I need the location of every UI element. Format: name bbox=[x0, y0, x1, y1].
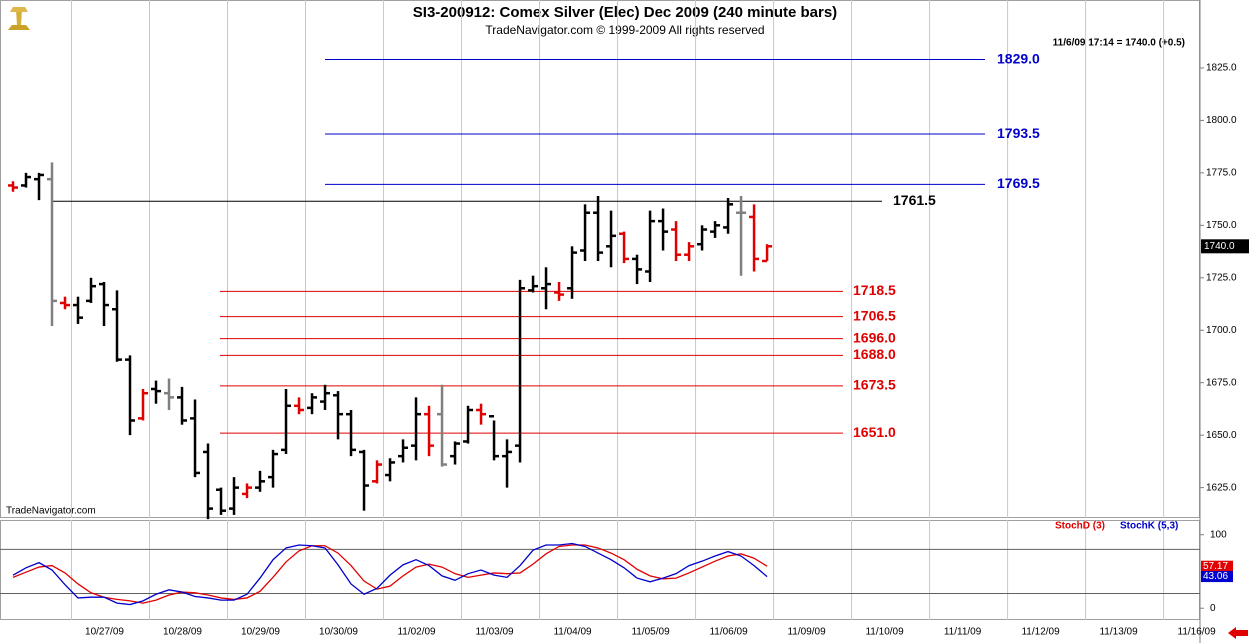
chart-subtitle: TradeNavigator.com © 1999-2009 All right… bbox=[485, 23, 764, 37]
logo bbox=[8, 7, 30, 30]
y-tick-label: 1725.0 bbox=[1206, 272, 1237, 283]
x-tick-label: 10/28/09 bbox=[163, 627, 202, 638]
level-label: 1688.0 bbox=[853, 346, 896, 362]
scroll-arrow[interactable] bbox=[1228, 627, 1248, 639]
y-tick-label: 1800.0 bbox=[1206, 115, 1237, 126]
level-label: 1718.5 bbox=[853, 282, 896, 298]
level-label: 1673.5 bbox=[853, 377, 896, 393]
level-label: 1793.5 bbox=[997, 125, 1040, 141]
x-tick-label: 11/05/09 bbox=[631, 627, 670, 638]
legend-entry: StochK (5,3) bbox=[1120, 521, 1178, 532]
x-tick-label: 11/13/09 bbox=[1099, 627, 1138, 638]
x-tick-label: 11/09/09 bbox=[787, 627, 826, 638]
x-tick-label: 11/04/09 bbox=[553, 627, 592, 638]
y-tick-label: 0 bbox=[1210, 603, 1216, 614]
x-tick-label: 11/06/09 bbox=[709, 627, 748, 638]
x-tick-label: 11/11/09 bbox=[944, 627, 982, 638]
last-value-box bbox=[1201, 560, 1233, 572]
level-label: 1651.0 bbox=[853, 424, 896, 440]
level-label: 1761.5 bbox=[893, 192, 936, 208]
x-tick-label: 11/16/09 bbox=[1178, 627, 1217, 638]
y-tick-label: 1675.0 bbox=[1206, 377, 1237, 388]
watermark: TradeNavigator.com bbox=[6, 506, 96, 517]
legend-entry: StochD (3) bbox=[1055, 521, 1105, 532]
x-tick-label: 11/10/09 bbox=[865, 627, 904, 638]
x-tick-label: 11/12/09 bbox=[1021, 627, 1060, 638]
last-price-label: 1740.0 bbox=[1204, 241, 1235, 252]
quote-annotation: 11/6/09 17:14 = 1740.0 (+0.5) bbox=[1053, 38, 1185, 49]
last-value-box bbox=[1201, 571, 1233, 583]
y-tick-label: 1775.0 bbox=[1206, 168, 1237, 179]
last-value-label: 43.06 bbox=[1203, 571, 1228, 582]
level-label: 1769.5 bbox=[997, 175, 1040, 191]
stoch-line bbox=[12, 542, 768, 606]
y-tick-label: 1825.0 bbox=[1206, 63, 1237, 74]
chart-title: SI3-200912: Comex Silver (Elec) Dec 2009… bbox=[413, 4, 837, 21]
x-tick-label: 11/02/09 bbox=[397, 627, 436, 638]
x-tick-label: 10/27/09 bbox=[85, 627, 124, 638]
level-label: 1829.0 bbox=[997, 50, 1040, 66]
last-value-label: 57.17 bbox=[1203, 561, 1228, 572]
x-tick-label: 11/03/09 bbox=[475, 627, 514, 638]
x-tick-label: 10/30/09 bbox=[319, 627, 358, 638]
level-label: 1706.5 bbox=[853, 307, 896, 323]
y-tick-label: 100 bbox=[1210, 529, 1227, 540]
y-tick-label: 1625.0 bbox=[1206, 482, 1237, 493]
y-tick-label: 1650.0 bbox=[1206, 430, 1237, 441]
level-label: 1696.0 bbox=[853, 329, 896, 345]
last-price-box bbox=[1201, 239, 1249, 254]
y-tick-label: 1700.0 bbox=[1206, 325, 1237, 336]
x-tick-label: 10/29/09 bbox=[241, 627, 280, 638]
y-tick-label: 1750.0 bbox=[1206, 220, 1237, 231]
